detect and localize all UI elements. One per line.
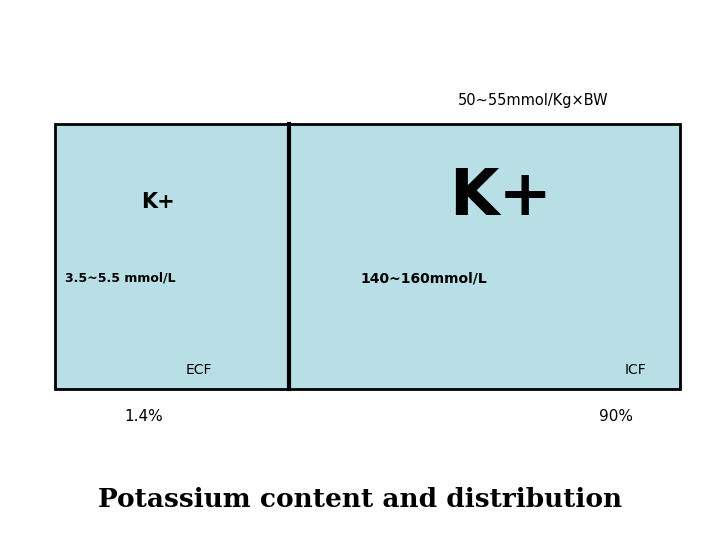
- Text: 140~160mmol/L: 140~160mmol/L: [360, 271, 487, 285]
- Text: ECF: ECF: [186, 363, 212, 377]
- Text: K+: K+: [142, 192, 175, 213]
- Text: K+: K+: [449, 166, 552, 228]
- Text: 90%: 90%: [598, 409, 633, 424]
- Text: 3.5~5.5 mmol/L: 3.5~5.5 mmol/L: [65, 272, 176, 285]
- Text: Potassium content and distribution: Potassium content and distribution: [98, 487, 622, 512]
- Text: ICF: ICF: [625, 363, 647, 377]
- Text: 50~55mmol/Kg×BW: 50~55mmol/Kg×BW: [457, 93, 608, 108]
- Text: 1.4%: 1.4%: [125, 409, 163, 424]
- Bar: [55, 124, 680, 389]
